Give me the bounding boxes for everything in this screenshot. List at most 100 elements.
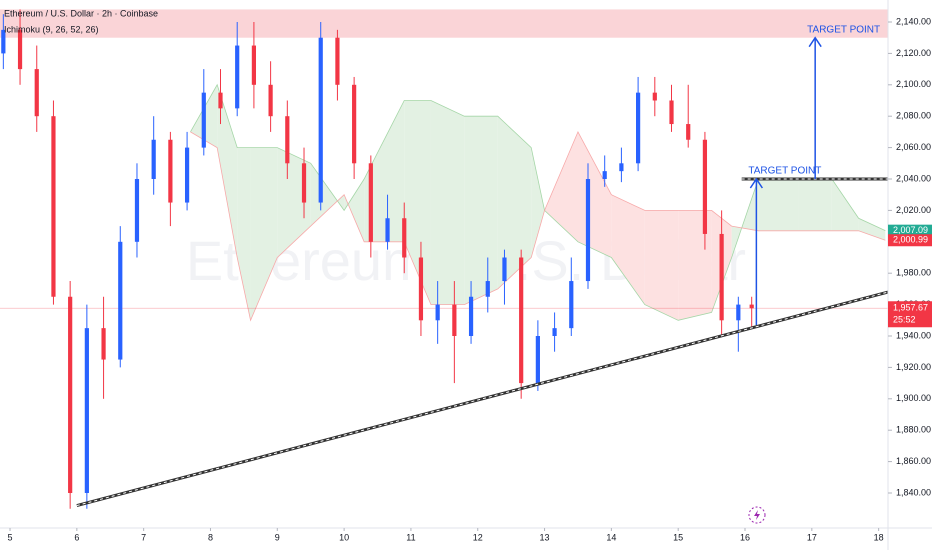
candle-body [184, 147, 190, 203]
icon-bolt [754, 510, 760, 520]
candle-body [435, 304, 440, 321]
candle-body [352, 84, 357, 164]
candle-body [468, 296, 474, 336]
x-tick-label: 7 [141, 532, 146, 542]
candle-body [34, 69, 39, 117]
x-tick-label: 14 [606, 532, 616, 542]
candle-body [686, 124, 691, 140]
candle-body [585, 179, 591, 282]
candle-body [636, 92, 641, 164]
arrow-head [749, 177, 763, 189]
candle-body [201, 92, 206, 148]
candle-body [84, 328, 89, 493]
candle-body [719, 233, 724, 321]
candle-body [1, 29, 6, 54]
cloud-fill [497, 116, 532, 289]
candle-body [134, 179, 140, 242]
candle-body [452, 304, 457, 336]
price-tag-label: 2,007.09 [893, 225, 928, 235]
cloud-fill [644, 210, 679, 321]
x-tick-label: 16 [740, 532, 750, 542]
y-tick-label: 1,860.00 [896, 456, 931, 466]
x-tick-label: 5 [8, 532, 13, 542]
y-tick-label: 1,900.00 [896, 393, 931, 403]
candle-body [285, 116, 290, 164]
candle-body [68, 296, 73, 493]
target-label: TARGET POINT [748, 166, 821, 177]
chart-title: Ethereum / U.S. Dollar · 2h · Coinbase [4, 8, 158, 18]
candle-body [652, 92, 657, 101]
candle-body [552, 328, 557, 336]
cloud-fill [217, 84, 238, 258]
cloud-fill [858, 218, 886, 241]
candle-body [151, 139, 156, 179]
y-tick-label: 1,940.00 [896, 330, 931, 340]
last-price-label: 1,957.67 [893, 303, 928, 313]
cloud-fill [404, 100, 431, 305]
candle-body [368, 163, 373, 242]
y-tick-label: 1,980.00 [896, 268, 931, 278]
candle-body [268, 84, 273, 117]
cloud-fill [364, 100, 405, 242]
y-tick-label: 1,880.00 [896, 425, 931, 435]
cloud-span [190, 130, 886, 322]
candle-body [569, 281, 574, 329]
candle-body [619, 163, 624, 172]
cloud-fill [531, 147, 545, 258]
x-tick-label: 13 [540, 532, 550, 542]
icon-ring [748, 506, 766, 524]
indicator-label: Ichimoku (9, 26, 52, 26) [4, 24, 99, 34]
y-tick-label: 2,140.00 [896, 16, 931, 26]
y-tick-label: 1,920.00 [896, 362, 931, 372]
countdown: 25:52 [893, 315, 916, 325]
y-tick-label: 2,120.00 [896, 48, 931, 58]
cloud-fill [237, 147, 251, 321]
plot: TARGET POINT TARGET POINT [0, 9, 889, 509]
candle-body [101, 328, 106, 360]
y-tick-label: 2,080.00 [896, 111, 931, 121]
price-tag [888, 224, 932, 237]
candle-body [702, 139, 708, 234]
candle-body [519, 257, 524, 384]
candle-body [736, 304, 741, 321]
cloud-fill [831, 179, 859, 231]
x-tick-label: 17 [807, 532, 817, 542]
candle-body [17, 29, 23, 70]
candle-body [535, 336, 540, 384]
x-tick-label: 11 [406, 532, 415, 542]
trendline [76, 291, 889, 507]
candle-body [335, 37, 340, 85]
price-tag-label: 2,000.99 [893, 235, 928, 245]
candle-body [402, 218, 407, 258]
cloud-fill [544, 131, 578, 242]
candle-body [301, 163, 307, 203]
y-tick-label: 2,020.00 [896, 205, 931, 215]
x-tick-label: 6 [74, 532, 79, 542]
cloud-fill [798, 179, 832, 231]
y-tick-label: 2,040.00 [896, 173, 931, 183]
x-tick-label: 9 [275, 532, 280, 542]
candle-body [318, 37, 323, 203]
x-tick-label: 15 [673, 532, 683, 542]
candle-body [118, 241, 123, 360]
candle-body [418, 257, 424, 321]
x-tick-label: 18 [874, 532, 884, 542]
cloud-fill [758, 179, 799, 231]
y-tick-label: 2,060.00 [896, 142, 931, 152]
candle-body [218, 92, 223, 109]
cloud-fill [250, 147, 278, 321]
candle-body [385, 218, 390, 242]
candle-body [502, 257, 507, 282]
cloud-fill [344, 179, 365, 242]
candle-body [235, 45, 240, 109]
cloud-fill [464, 116, 498, 305]
candle-body [51, 116, 56, 297]
target-label: TARGET POINT [807, 24, 880, 35]
candle-body [602, 171, 607, 179]
resistance-zone [0, 9, 888, 38]
x-tick-label: 10 [339, 532, 349, 542]
price-tag [888, 234, 932, 247]
arrow-head [808, 36, 822, 48]
cloud-fill [611, 194, 645, 305]
